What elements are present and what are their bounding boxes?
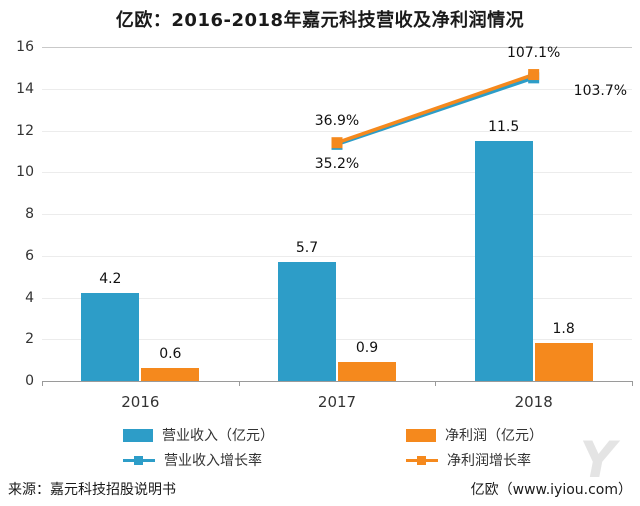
x-axis-category-label: 2017 <box>317 393 357 411</box>
y-tick-label: 10 <box>16 164 34 181</box>
legend-label-profit-bar: 净利润（亿元） <box>445 428 543 444</box>
gridline <box>42 255 632 257</box>
y-tick-label: 12 <box>16 122 34 139</box>
legend-swatch-profit-line <box>406 454 438 467</box>
bar-value-label: 5.7 <box>295 240 319 256</box>
gridline <box>42 297 632 299</box>
y-tick-label: 4 <box>25 289 34 306</box>
y-tick-label: 0 <box>25 373 34 389</box>
bar-profit-2018 <box>534 343 593 381</box>
legend-swatch-revenue-line <box>123 454 155 467</box>
gridline <box>42 339 632 341</box>
x-axis-tick <box>238 381 240 386</box>
legend-swatch-profit-bar <box>406 428 436 442</box>
legend-item-profit-bar: 净利润（亿元） <box>406 425 543 445</box>
credit-note: 亿欧（www.iyiou.com） <box>470 482 632 498</box>
x-axis-tick <box>435 381 437 386</box>
legend-label-revenue-bar: 营业收入（亿元） <box>162 428 274 444</box>
bar-revenue-2017 <box>278 262 336 381</box>
iyiou-watermark-icon: Y <box>579 431 616 489</box>
source-note: 来源：嘉元科技招股说明书 <box>8 482 176 498</box>
bar-revenue-2016 <box>81 293 140 381</box>
x-axis-category-label: 2016 <box>121 393 160 411</box>
bar-value-label: 4.2 <box>99 271 122 288</box>
gridline <box>42 130 632 132</box>
bar-value-label: 0.9 <box>355 340 379 357</box>
x-axis-tick <box>632 381 633 386</box>
x-axis-line <box>42 381 632 382</box>
legend-item-revenue-bar: 营业收入（亿元） <box>123 425 274 445</box>
y-tick-label: 8 <box>25 206 34 222</box>
bar-profit-2016 <box>141 368 200 381</box>
gridline <box>42 88 632 90</box>
bar-profit-2017 <box>338 362 396 381</box>
growth-rate-label: 36.9% <box>314 112 360 129</box>
x-axis-category-label: 2018 <box>514 393 553 411</box>
bar-revenue-2018 <box>474 140 533 381</box>
legend-label-profit-growth: 净利润增长率 <box>447 453 531 469</box>
legend-item-revenue-growth-line: 营业收入增长率 <box>123 450 262 470</box>
legend-swatch-revenue-bar <box>123 428 153 442</box>
growth-rate-label: 107.1% <box>506 44 561 61</box>
gridline <box>42 214 632 215</box>
y-tick-label: 14 <box>16 80 34 97</box>
bar-value-label: 1.8 <box>552 321 575 338</box>
chart-title: 亿欧：2016-2018年嘉元科技营收及净利润情况 <box>115 10 525 31</box>
y-tick-label: 16 <box>16 39 34 55</box>
gridline <box>42 172 632 174</box>
y-tick-label: 2 <box>25 331 34 348</box>
y-tick-label: 6 <box>25 247 34 264</box>
legend-item-profit-growth-line: 净利润增长率 <box>406 450 531 470</box>
bar-value-label: 11.5 <box>488 118 520 135</box>
legend-label-revenue-growth: 营业收入增长率 <box>164 453 262 469</box>
bar-value-label: 0.6 <box>159 346 182 363</box>
growth-rate-label: 103.7% <box>573 82 628 99</box>
gridline <box>42 47 632 48</box>
x-axis-tick <box>42 381 43 386</box>
growth-rate-label: 35.2% <box>314 156 360 173</box>
